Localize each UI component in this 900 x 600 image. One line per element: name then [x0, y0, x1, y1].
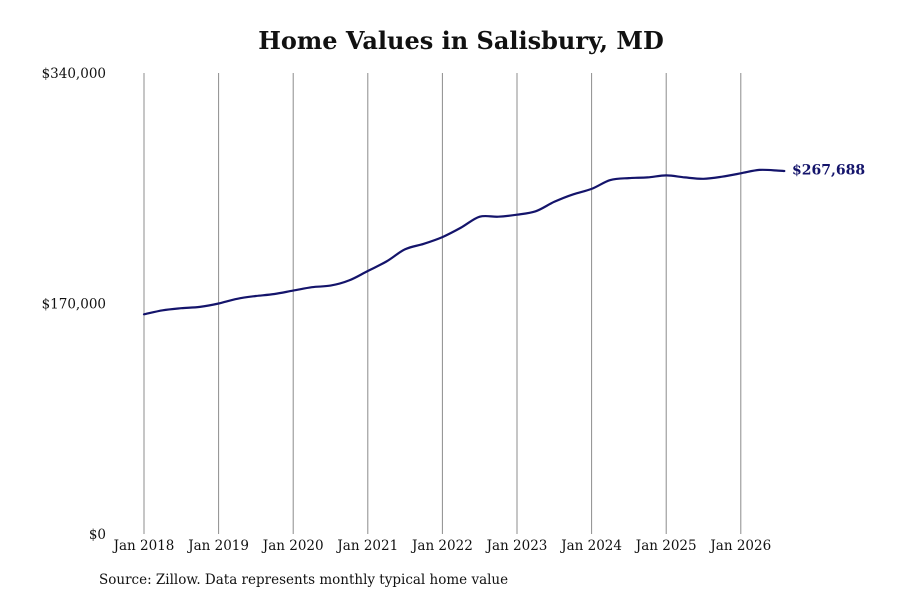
gridlines	[143, 73, 742, 534]
y-tick-label: $0	[89, 527, 106, 543]
end-value-label: $267,688	[792, 163, 865, 179]
x-tick-label: Jan 2018	[112, 538, 175, 554]
x-tick-label: Jan 2019	[186, 538, 249, 554]
chart-title: Home Values in Salisbury, MD	[258, 26, 664, 55]
x-tick-label: Jan 2024	[559, 538, 622, 554]
source-note: Source: Zillow. Data represents monthly …	[99, 572, 509, 588]
series-line	[142, 168, 786, 316]
x-tick-label: Jan 2020	[261, 538, 324, 554]
y-tick-label: $340,000	[42, 66, 106, 82]
series-group	[142, 168, 786, 316]
x-tick-label: Jan 2023	[485, 538, 548, 554]
end-value-label-group: $267,688	[792, 163, 865, 179]
x-axis-ticks: Jan 2018 Jan 2019 Jan 2020 Jan 2021 Jan 2022…	[112, 538, 772, 554]
x-tick-label: Jan 2022	[410, 538, 473, 554]
y-tick-label: $170,000	[42, 297, 106, 313]
x-tick-label: Jan 2021	[335, 538, 398, 554]
x-tick-label: Jan 2026	[708, 538, 771, 554]
y-axis-ticks: $0 $170,000 $340,000	[42, 66, 106, 543]
x-tick-label: Jan 2025	[634, 538, 697, 554]
